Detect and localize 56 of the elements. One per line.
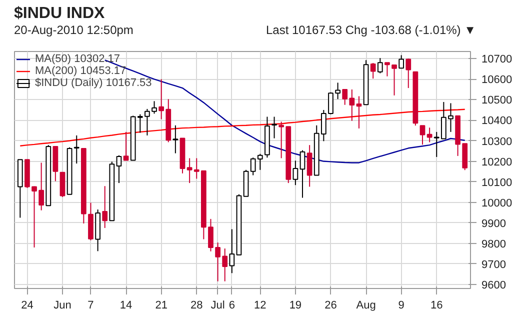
chart-title: $INDU INDX	[14, 5, 106, 23]
candlestick	[144, 108, 150, 136]
y-tick-label: 9600	[482, 279, 506, 292]
y-tick-label: 9900	[482, 218, 506, 230]
candlestick	[186, 158, 192, 184]
candlestick	[306, 144, 312, 188]
x-tick-label: 19	[289, 300, 302, 312]
x-tick-label: 9	[398, 300, 404, 312]
x-tick-label: 24	[21, 300, 34, 312]
x-tick-label: Jun	[54, 300, 72, 312]
x-tick-label: 6	[228, 300, 235, 312]
candlestick	[406, 58, 412, 89]
candlestick	[74, 134, 80, 164]
x-tick-label: 28	[190, 300, 203, 312]
x-tick-label: 12	[254, 300, 266, 312]
y-tick-label: 9800	[482, 238, 506, 250]
candlestick	[123, 131, 129, 161]
candlestick	[172, 124, 178, 154]
candlestick	[60, 172, 66, 198]
candlestick	[152, 100, 157, 114]
x-tick-label: 21	[155, 300, 168, 312]
y-tick-label: 10700	[482, 54, 512, 66]
x-tick-label: 26	[324, 300, 337, 312]
line-series	[20, 108, 466, 146]
candlestick	[272, 116, 277, 139]
legend-label: MA(200) 10453.17	[35, 65, 126, 77]
candlestick	[102, 186, 108, 228]
candlestick	[377, 58, 383, 74]
y-tick-label: 10300	[482, 136, 512, 148]
chart-subtitle: 20-Aug-2010 12:50pm	[14, 23, 134, 38]
candlestick	[300, 150, 306, 198]
y-tick-label: 10600	[482, 74, 512, 86]
y-tick-label: 10200	[482, 156, 512, 168]
candlestick	[370, 62, 376, 80]
candlestick	[356, 96, 362, 129]
candlestick	[384, 62, 390, 77]
y-tick-label: 10100	[482, 176, 512, 189]
y-tick-label: 10400	[482, 115, 512, 128]
x-tick-label: Jul	[210, 300, 225, 312]
candlestick	[398, 54, 404, 69]
candlestick	[292, 160, 298, 186]
candlestick	[116, 154, 122, 184]
x-tick-label: 14	[120, 300, 132, 312]
text: Last 10167.53 Chg -103.68 (-1.01%) ▼	[266, 23, 476, 38]
legend-label: MA(50) 10302.17	[35, 53, 120, 65]
candlestick	[392, 64, 397, 96]
y-tick-label: 10000	[482, 197, 512, 210]
candlestick	[426, 127, 432, 143]
legend-label: $INDU (Daily) 10167.53	[35, 77, 152, 89]
candlestick	[420, 125, 426, 146]
y-tick-label: 9700	[482, 258, 506, 271]
candlestick	[229, 228, 235, 274]
x-tick-label: Aug	[356, 300, 376, 312]
y-tick-label: 10500	[482, 94, 512, 107]
x-tick-label: 16	[430, 300, 443, 312]
x-tick-label: 7	[88, 300, 94, 312]
